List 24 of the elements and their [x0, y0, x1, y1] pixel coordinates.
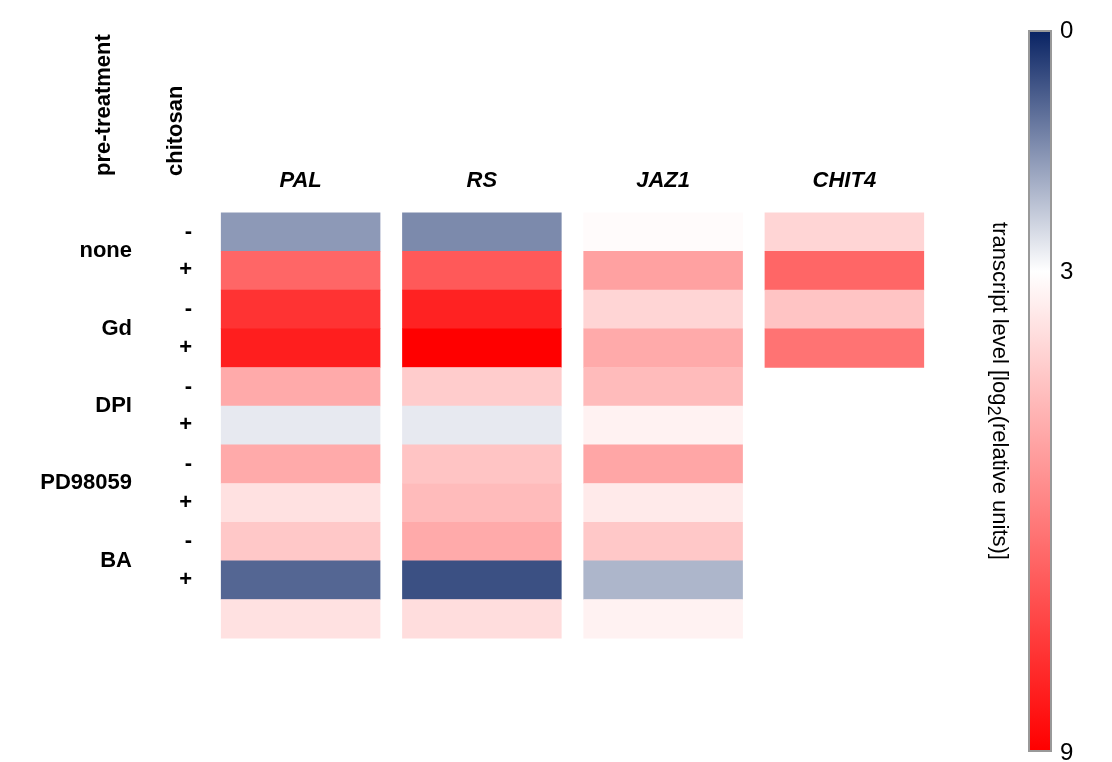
y2-tick-label: PD98059 — [40, 469, 132, 495]
color-bar-label: 0 — [1060, 16, 1074, 44]
y-tick-label: + — [179, 333, 192, 359]
y-tick-label: + — [179, 566, 192, 592]
y2-tick-label: DPI — [95, 391, 132, 417]
color-bar-label: 3 — [1060, 256, 1074, 285]
y2-axis-title: pre-treatment — [90, 33, 116, 176]
y2-tick-label: Gd — [101, 314, 132, 340]
x-tick-label: RS — [466, 167, 498, 193]
y-tick-label: + — [179, 411, 192, 437]
y-axis-title: chitosan — [162, 85, 188, 176]
y-tick-label: - — [184, 295, 192, 321]
y-tick-label: - — [184, 449, 192, 475]
y-tick-label: + — [179, 256, 192, 282]
x-tick-label: PAL — [279, 167, 322, 193]
x-tick-label: JAZ1 — [636, 167, 691, 193]
y-tick-label: - — [184, 217, 192, 243]
x-tick-label: CHIT4 — [812, 167, 877, 193]
y-tick-label: - — [184, 527, 192, 553]
y-tick-label: - — [184, 372, 192, 398]
y2-tick-label: none — [79, 237, 132, 263]
y2-tick-label: BA — [100, 546, 133, 572]
color-bar-label: 9 — [1060, 738, 1074, 762]
y-tick-label: + — [179, 488, 192, 514]
